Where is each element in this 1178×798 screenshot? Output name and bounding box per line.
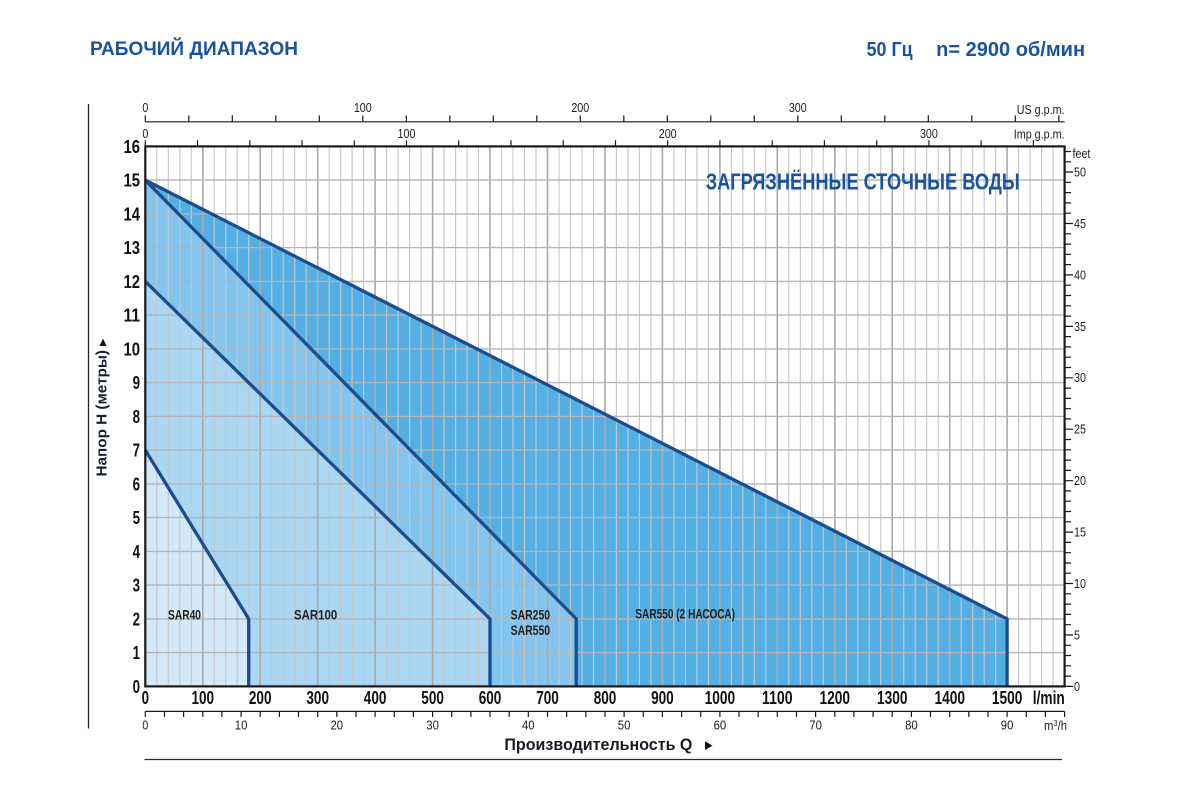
svg-text:900: 900 — [651, 688, 674, 708]
svg-text:US g.p.m.: US g.p.m. — [1017, 103, 1065, 117]
svg-text:60: 60 — [714, 718, 727, 733]
svg-text:8: 8 — [133, 407, 140, 427]
svg-text:m3/h: m3/h — [1044, 718, 1067, 733]
svg-text:1500: 1500 — [992, 688, 1023, 708]
svg-text:SAR40: SAR40 — [168, 607, 201, 623]
svg-text:feet: feet — [1073, 147, 1092, 161]
svg-text:0: 0 — [142, 688, 149, 708]
svg-text:70: 70 — [809, 718, 822, 733]
svg-text:600: 600 — [479, 688, 502, 708]
svg-text:0: 0 — [1074, 680, 1080, 694]
svg-text:11: 11 — [124, 306, 141, 326]
svg-text:200: 200 — [571, 101, 589, 115]
svg-text:6: 6 — [133, 474, 140, 494]
svg-text:400: 400 — [364, 688, 387, 708]
svg-text:1: 1 — [133, 643, 140, 663]
svg-text:50 Гц: 50 Гц — [867, 38, 913, 61]
svg-text:Imp g.p.m.: Imp g.p.m. — [1014, 128, 1065, 142]
svg-text:300: 300 — [920, 127, 938, 141]
svg-text:SAR550 (2 НАСОСА): SAR550 (2 НАСОСА) — [635, 606, 735, 622]
svg-text:7: 7 — [133, 441, 140, 461]
svg-text:SAR100: SAR100 — [294, 607, 337, 623]
svg-text:ЗАГРЯЗНЁННЫЕ СТОЧНЫЕ ВОДЫ: ЗАГРЯЗНЁННЫЕ СТОЧНЫЕ ВОДЫ — [706, 169, 1020, 195]
svg-text:5: 5 — [1074, 629, 1080, 643]
svg-text:40: 40 — [522, 718, 535, 733]
svg-text:12: 12 — [124, 272, 141, 292]
svg-text:Напор Н (метры): Напор Н (метры) — [95, 350, 111, 477]
svg-text:0: 0 — [142, 101, 148, 115]
svg-text:15: 15 — [1074, 526, 1086, 540]
svg-text:40: 40 — [1074, 269, 1086, 283]
svg-text:9: 9 — [133, 373, 140, 393]
svg-text:10: 10 — [1074, 577, 1086, 591]
svg-text:2: 2 — [133, 609, 140, 629]
svg-text:10: 10 — [124, 339, 141, 359]
svg-text:35: 35 — [1074, 320, 1086, 334]
svg-text:30: 30 — [1074, 371, 1086, 385]
svg-text:l/min: l/min — [1033, 688, 1065, 708]
svg-text:500: 500 — [421, 688, 444, 708]
svg-text:80: 80 — [905, 718, 918, 733]
svg-text:1100: 1100 — [762, 688, 793, 708]
svg-text:25: 25 — [1074, 423, 1086, 437]
svg-text:300: 300 — [306, 688, 329, 708]
svg-text:1300: 1300 — [877, 688, 908, 708]
svg-text:90: 90 — [1001, 718, 1014, 733]
svg-text:200: 200 — [249, 688, 272, 708]
svg-text:50: 50 — [618, 718, 631, 733]
svg-text:100: 100 — [354, 101, 372, 115]
svg-text:50: 50 — [1074, 166, 1086, 180]
svg-text:700: 700 — [536, 688, 559, 708]
svg-text:45: 45 — [1074, 217, 1086, 231]
svg-text:14: 14 — [124, 204, 141, 224]
svg-text:Производительность Q: Производительность Q — [504, 735, 692, 754]
svg-text:РАБОЧИЙ ДИАПАЗОН: РАБОЧИЙ ДИАПАЗОН — [90, 38, 298, 60]
svg-text:100: 100 — [192, 688, 215, 708]
svg-text:20: 20 — [331, 718, 344, 733]
svg-text:1000: 1000 — [705, 688, 736, 708]
svg-text:10: 10 — [235, 718, 248, 733]
svg-text:13: 13 — [124, 238, 141, 258]
svg-text:200: 200 — [659, 127, 677, 141]
svg-text:100: 100 — [398, 127, 416, 141]
svg-text:0: 0 — [133, 677, 140, 697]
svg-text:15: 15 — [124, 171, 141, 191]
svg-text:20: 20 — [1074, 474, 1086, 488]
svg-text:0: 0 — [142, 127, 148, 141]
svg-text:1200: 1200 — [820, 688, 851, 708]
svg-text:800: 800 — [594, 688, 617, 708]
svg-text:SAR250: SAR250 — [511, 607, 551, 623]
svg-text:SAR550: SAR550 — [511, 622, 551, 638]
svg-text:3: 3 — [133, 576, 140, 596]
svg-text:4: 4 — [133, 542, 140, 562]
svg-text:30: 30 — [426, 718, 439, 733]
svg-text:300: 300 — [789, 101, 807, 115]
svg-text:n= 2900 об/мин: n= 2900 об/мин — [936, 38, 1085, 61]
svg-text:16: 16 — [124, 137, 141, 157]
svg-text:1400: 1400 — [934, 688, 965, 708]
svg-text:5: 5 — [133, 508, 140, 528]
svg-text:0: 0 — [142, 718, 148, 733]
